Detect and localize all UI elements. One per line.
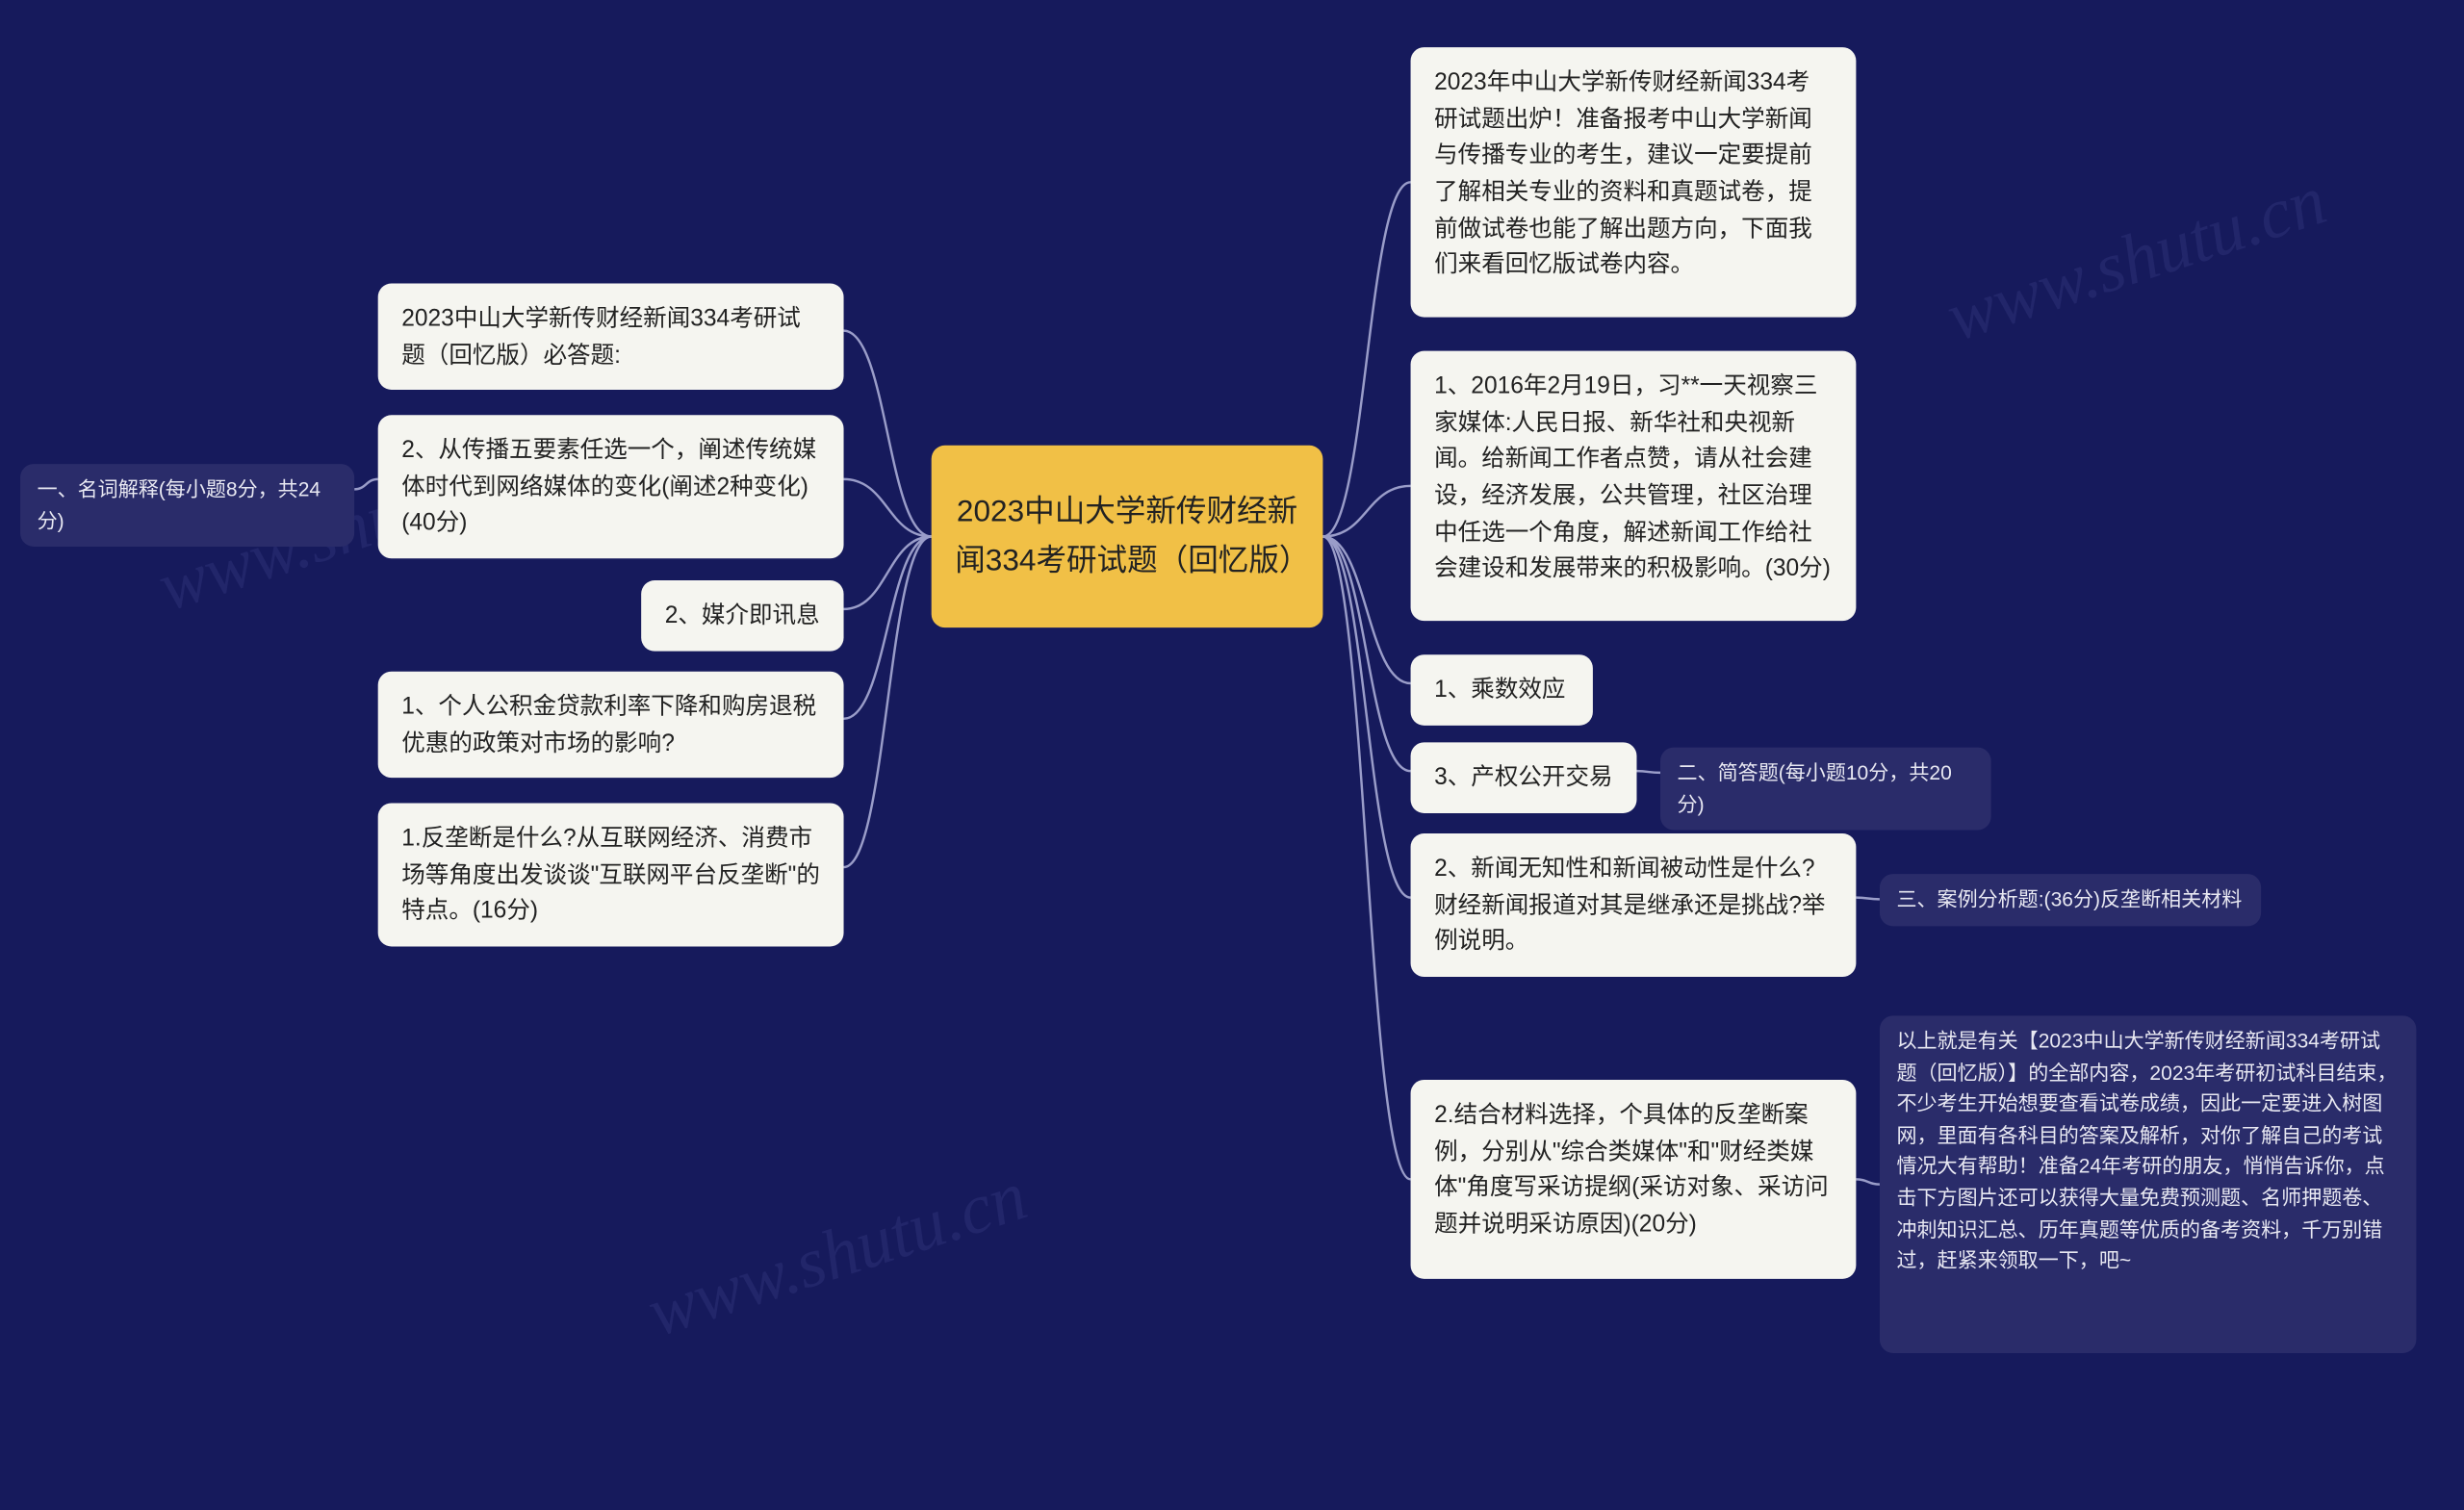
node-R2: 1、2016年2月19日，习**一天视察三家媒体:人民日报、新华社和央视新闻。给… [1411,351,1857,621]
node-R6: 2.结合材料选择，个具体的反垄断案例，分别从"综合类媒体"和"财经类媒体"角度写… [1411,1080,1857,1279]
node-R4: 3、产权公开交易 [1411,742,1637,812]
mindmap-canvas: www.shutu.cnwww.shutu.cnwww.shutu.cnwww.… [0,0,2463,1510]
node-L1: 2023中山大学新传财经新闻334考研试题（回忆版）必答题: [378,284,844,391]
node-R1: 2023年中山大学新传财经新闻334考研试题出炉！准备报考中山大学新闻与传播专业… [1411,47,1857,317]
center-node: 2023中山大学新传财经新闻334考研试题（回忆版） [932,446,1323,627]
node-LT: 一、名词解释(每小题8分，共24分) [20,464,354,547]
node-RT3: 以上就是有关【2023中山大学新传财经新闻334考研试题（回忆版）】的全部内容，… [1880,1015,2416,1353]
node-R5: 2、新闻无知性和新闻被动性是什么?财经新闻报道对其是继承还是挑战?举例说明。 [1411,833,1857,977]
node-L5: 1.反垄断是什么?从互联网经济、消费市场等角度出发谈谈"互联网平台反垄断"的特点… [378,803,844,946]
watermark: www.shutu.cn [1938,161,2336,359]
watermark: www.shutu.cn [638,1156,1037,1354]
node-L3: 2、媒介即讯息 [641,580,843,651]
node-L2: 2、从传播五要素任选一个，阐述传统媒体时代到网络媒体的变化(阐述2种变化)(40… [378,415,844,558]
node-RT2: 三、案例分析题:(36分)反垄断相关材料 [1880,874,2261,926]
node-L4: 1、个人公积金贷款利率下降和购房退税优惠的政策对市场的影响? [378,672,844,779]
node-R3: 1、乘数效应 [1411,654,1593,725]
node-RT1: 二、简答题(每小题10分，共20分) [1660,748,1991,831]
